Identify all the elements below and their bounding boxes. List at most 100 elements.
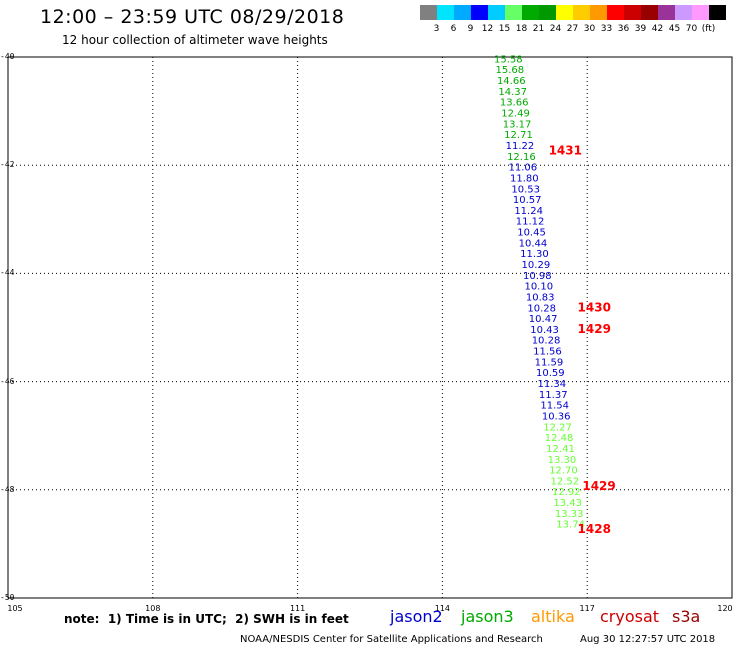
wave-height-label: 13.74 (556, 520, 585, 531)
wave-height-label: 10.28 (527, 303, 556, 314)
time-label: 1431 (549, 143, 582, 157)
footer-credit: NOAA/NESDIS Center for Satellite Applica… (240, 634, 543, 645)
y-tick-label: -42 (0, 160, 15, 170)
legend-swatch (420, 5, 437, 20)
wave-height-label: 14.66 (497, 76, 526, 87)
wave-height-label: 11.30 (520, 249, 549, 260)
wave-height-label: 10.28 (532, 336, 561, 347)
wave-height-label: 10.43 (530, 325, 559, 336)
time-label: 1428 (578, 522, 611, 536)
wave-height-label: 13.66 (500, 98, 529, 109)
wave-height-label: 10.36 (542, 411, 571, 422)
legend-swatch (709, 5, 726, 20)
legend-label: 24 (549, 24, 562, 34)
y-tick-label: -50 (0, 593, 15, 602)
wave-height-label: 11.34 (537, 379, 566, 390)
y-tick-label: -46 (0, 376, 15, 386)
page-subtitle: 12 hour collection of altimeter wave hei… (62, 33, 328, 47)
wave-height-label: 13.30 (548, 455, 577, 466)
legend-swatch (641, 5, 658, 20)
wave-height-label: 10.98 (523, 271, 552, 282)
legend-label: 42 (651, 24, 664, 34)
legend-swatch (522, 5, 539, 20)
wave-height-label: 12.92 (552, 487, 581, 498)
wave-height-label: 11.22 (506, 141, 535, 152)
time-label: 1429 (582, 479, 615, 493)
x-tick-label: 120 (717, 604, 733, 613)
legend-swatch (437, 5, 454, 20)
legend-swatch (590, 5, 607, 20)
note-text: note: 1) Time is in UTC; 2) SWH is in fe… (64, 612, 349, 626)
legend-swatch (556, 5, 573, 20)
legend-label: 21 (532, 24, 545, 34)
legend-label: (ft) (701, 24, 716, 34)
x-tick-label: 111 (289, 604, 306, 613)
wave-height-label: 12.41 (546, 444, 575, 455)
x-tick-label: 114 (434, 604, 451, 613)
satellite-cryosat: cryosat (600, 607, 660, 626)
legend-label: 36 (617, 24, 630, 34)
legend-label: 45 (668, 24, 681, 34)
wave-height-label: 10.44 (519, 238, 548, 249)
time-label: 1429 (578, 322, 611, 336)
satellite-jason2: jason2 (390, 607, 443, 626)
legend-swatch (624, 5, 641, 20)
wave-height-label: 10.45 (517, 228, 546, 239)
satellite-s3a: s3a (672, 607, 701, 626)
generated-timestamp: Aug 30 12:27:57 UTC 2018 (580, 634, 716, 645)
wave-height-label: 10.57 (513, 195, 542, 206)
wave-height-label: 10.29 (522, 260, 551, 271)
legend-label: 39 (634, 24, 647, 34)
wave-height-label: 12.16 (507, 152, 536, 163)
wave-height-label: 14.37 (498, 87, 527, 98)
wave-height-label: 11.54 (540, 401, 569, 412)
y-tick-label: -40 (0, 52, 15, 61)
legend-swatch (505, 5, 522, 20)
legend-label: 30 (583, 24, 596, 34)
wave-height-label: 12.48 (545, 433, 574, 444)
legend-swatch (488, 5, 505, 20)
wave-height-label: 10.53 (511, 184, 540, 195)
wave-height-label: 11.56 (533, 347, 562, 358)
x-tick-label: 108 (145, 604, 161, 613)
wave-height-label: 10.47 (529, 314, 558, 325)
time-label: 1430 (578, 300, 611, 314)
wave-height-label: 10.59 (536, 368, 565, 379)
legend-label: 9 (467, 24, 474, 34)
wave-height-label: 12.70 (549, 466, 578, 477)
plot-frame (7, 56, 733, 599)
x-tick-label: 117 (579, 604, 595, 613)
satellite-altika: altika (531, 607, 575, 626)
page-title: 12:00 – 23:59 UTC 08/29/2018 (40, 6, 345, 28)
legend-swatch (471, 5, 488, 20)
wave-height-label: 12.27 (543, 422, 572, 433)
legend-label: 15 (498, 24, 511, 34)
wave-height-label: 12.52 (551, 476, 580, 487)
wave-height-label: 15.68 (495, 65, 524, 76)
wave-height-label: 13.43 (553, 498, 582, 509)
legend-swatch (607, 5, 624, 20)
wave-height-label: 11.06 (509, 163, 538, 174)
wave-height-label: 11.59 (535, 357, 564, 368)
wave-height-label: 11.80 (510, 173, 539, 184)
wave-height-label: 13.17 (503, 119, 532, 130)
legend-label: 3 (433, 24, 440, 34)
wave-height-label: 11.12 (516, 217, 545, 228)
legend-swatch (539, 5, 556, 20)
satellite-jason3: jason3 (461, 607, 514, 626)
legend-swatch (692, 5, 709, 20)
legend-label: 12 (481, 24, 494, 34)
x-tick-label: 105 (7, 604, 23, 613)
legend-swatch (454, 5, 471, 20)
legend-label: 70 (685, 24, 698, 34)
wave-height-label: 15.58 (494, 54, 523, 65)
wave-height-label: 11.24 (514, 206, 543, 217)
wave-height-label: 12.71 (504, 130, 533, 141)
legend-label: 33 (600, 24, 613, 34)
y-tick-label: -48 (0, 484, 15, 494)
legend-swatch (658, 5, 675, 20)
legend-label: 18 (515, 24, 528, 34)
legend-swatch (573, 5, 590, 20)
wave-height-label: 12.49 (501, 109, 530, 120)
